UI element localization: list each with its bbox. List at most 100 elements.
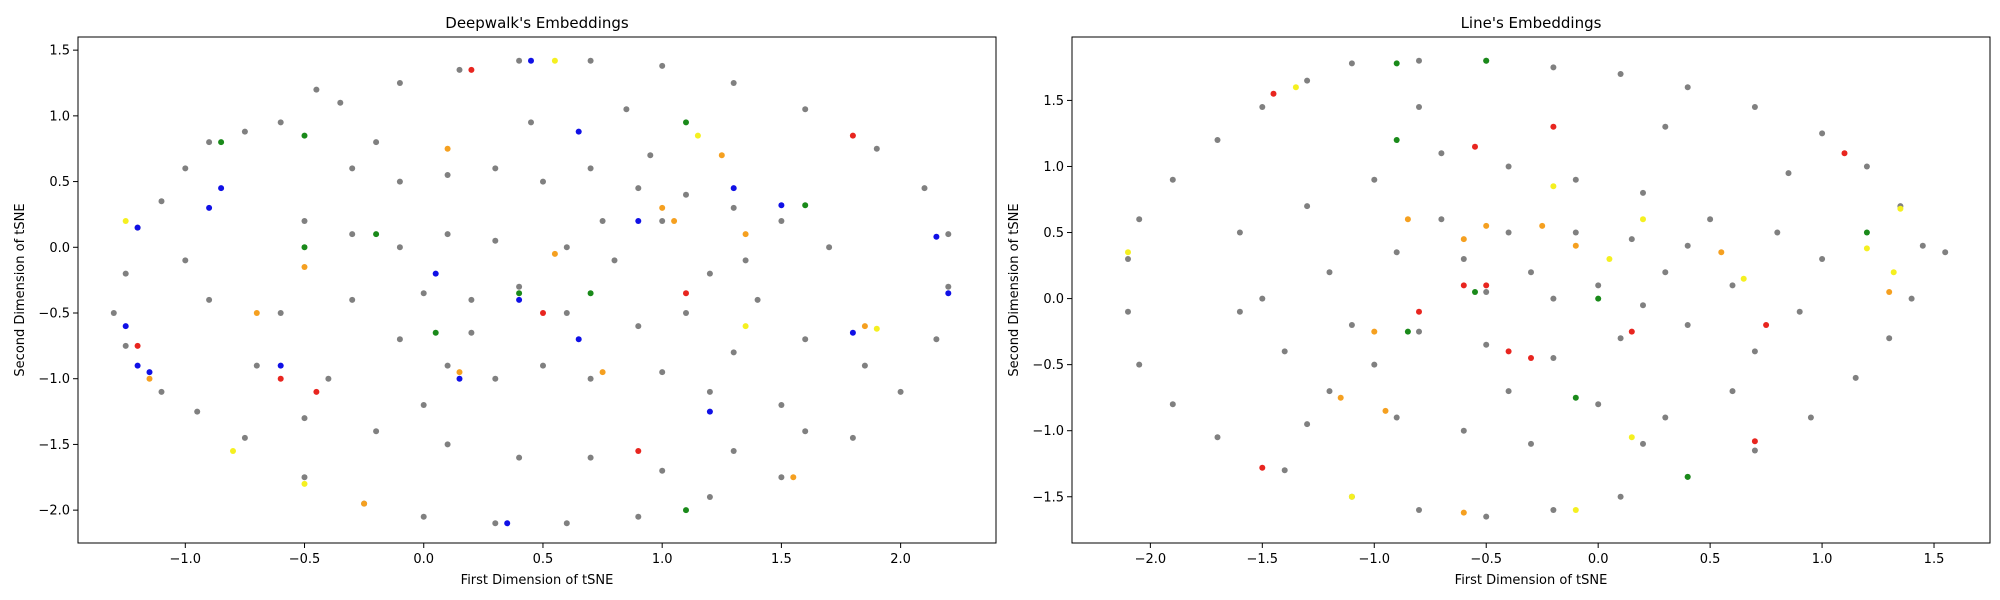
x-tick-label: 0.0: [1588, 552, 1609, 567]
y-tick-label: 1.0: [49, 109, 70, 124]
scatter-point-grey: [1595, 282, 1602, 289]
scatter-point-grey: [396, 336, 403, 343]
scatter-point-grey: [1460, 427, 1467, 434]
y-tick-label: −2.0: [38, 504, 70, 519]
line-embeddings-plot: Line's Embeddings −2.0 −1.5 −1.0 −0.5 0.0 0.5…: [1007, 14, 1991, 588]
scatter-point-blue: [706, 408, 713, 415]
scatter-point-grey: [778, 402, 785, 408]
x-axis-label: First Dimension of tSNE: [461, 573, 614, 588]
scatter-point-grey: [635, 323, 642, 330]
scatter-point-grey: [1572, 176, 1579, 183]
scatter-point-green: [1595, 295, 1602, 302]
scatter-point-blue: [730, 185, 737, 192]
scatter-point-red: [134, 342, 141, 349]
x-tick-label: 0.5: [533, 552, 554, 567]
scatter-point-red: [1628, 328, 1635, 335]
y-axis-label: Second Dimension of tSNE: [1007, 203, 1022, 376]
scatter-point-blue: [778, 202, 785, 209]
scatter-point-grey: [337, 99, 344, 106]
scatter-point-orange: [659, 204, 666, 211]
x-tick-label: 0.5: [1700, 552, 1721, 567]
scatter-point-green: [516, 290, 523, 297]
scatter-point-orange: [1460, 236, 1467, 243]
scatter-point-orange: [1886, 289, 1893, 295]
scatter-point-red: [540, 310, 546, 316]
scatter-point-grey: [516, 283, 523, 290]
scatter-point-grey: [1617, 493, 1624, 500]
scatter-point-grey: [241, 128, 248, 135]
scatter-point-orange: [1718, 249, 1725, 256]
scatter-point-grey: [206, 139, 213, 146]
scatter-point-grey: [563, 244, 570, 251]
scatter-point-blue: [635, 218, 642, 224]
scatter-point-green: [218, 139, 225, 146]
scatter-point-red: [313, 388, 320, 395]
scatter-point-yellow: [1863, 245, 1870, 252]
scatter-point-grey: [635, 513, 642, 520]
scatter-point-grey: [1595, 401, 1602, 408]
scatter-point-yellow: [694, 132, 701, 139]
scatter-point-yellow: [1606, 256, 1613, 262]
scatter-point-grey: [1684, 322, 1691, 328]
scatter-point-grey: [1528, 440, 1534, 447]
scatter-point-yellow: [1897, 205, 1904, 212]
scatter-point-grey: [778, 218, 785, 224]
scatter-point-grey: [456, 66, 463, 73]
scatter-point-grey: [1393, 414, 1400, 421]
scatter-point-grey: [1483, 289, 1490, 295]
scatter-point-blue: [528, 57, 534, 64]
scatter-point-orange: [599, 369, 606, 376]
scatter-point-grey: [1550, 507, 1557, 513]
scatter-point-grey: [528, 119, 534, 126]
scatter-point-grey: [1774, 229, 1781, 236]
scatter-point-red: [1841, 150, 1848, 157]
scatter-point-orange: [1483, 222, 1490, 229]
scatter-point-grey: [1371, 361, 1378, 368]
scatter-point-blue: [945, 290, 952, 297]
scatter-point-orange: [1371, 328, 1378, 335]
scatter-point-grey: [1281, 467, 1288, 474]
scatter-point-grey: [301, 415, 308, 422]
scatter-point-orange: [361, 500, 368, 507]
scatter-point-grey: [468, 329, 475, 336]
scatter-point-grey: [599, 218, 606, 224]
scatter-point-orange: [253, 310, 260, 316]
scatter-point-grey: [1281, 348, 1288, 355]
plot-title: Deepwalk's Embeddings: [445, 14, 629, 32]
scatter-point-grey: [778, 474, 785, 481]
scatter-point-grey: [1136, 216, 1143, 223]
scatter-point-grey: [1640, 440, 1646, 447]
scatter-point-green: [373, 231, 380, 238]
scatter-point-grey: [730, 448, 737, 454]
scatter-point-grey: [659, 62, 666, 69]
scatter-point-green: [1404, 328, 1411, 335]
scatter-point-grey: [1640, 189, 1646, 196]
scatter-point-green: [683, 507, 689, 514]
scatter-point-grey: [897, 388, 904, 395]
scatter-point-grey: [492, 375, 499, 382]
scatter-point-grey: [563, 310, 570, 316]
scatter-point-grey: [1416, 328, 1422, 335]
scatter-point-grey: [1348, 60, 1355, 67]
scatter-point-grey: [849, 434, 856, 441]
x-axis-ticks: −2.0 −1.5 −1.0 −0.5 0.0 0.5 1.0 1.5: [1135, 543, 1944, 567]
scatter-point-red: [1528, 355, 1534, 361]
scatter-point-grey: [1416, 104, 1422, 110]
scatter-point-green: [1863, 229, 1870, 236]
scatter-point-yellow: [1628, 434, 1635, 441]
scatter-point-grey: [1662, 123, 1669, 130]
scatter-point-grey: [1348, 322, 1355, 328]
scatter-point-grey: [1662, 269, 1669, 276]
y-axis-ticks: −2.0 −1.5 −1.0 −0.5 0.0 0.5 1.0 1.5: [38, 44, 78, 519]
scatter-point-grey: [1371, 176, 1378, 183]
scatter-point-blue: [933, 233, 940, 240]
scatter-point-grey: [742, 257, 749, 264]
scatter-point-grey: [420, 513, 427, 520]
x-tick-label: −1.0: [170, 552, 202, 567]
scatter-point-grey: [1393, 249, 1400, 256]
scatter-point-grey: [1125, 308, 1131, 315]
scatter-point-grey: [1807, 414, 1814, 421]
y-tick-label: 1.5: [1043, 94, 1064, 109]
scatter-point-grey: [659, 369, 666, 376]
y-tick-label: 0.5: [49, 175, 70, 190]
